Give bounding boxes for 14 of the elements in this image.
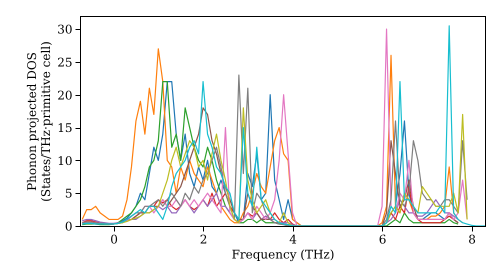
x-tick-label: 8 — [468, 232, 476, 246]
x-tick-label: 2 — [200, 232, 208, 246]
y-tick-label: 0 — [64, 220, 72, 234]
x-axis-title: Frequency (THz) — [232, 248, 334, 262]
y-tick-label: 30 — [57, 22, 72, 37]
y-tick-label: 20 — [57, 88, 72, 102]
y-tick-label: 25 — [57, 55, 72, 70]
x-tick-label: 0 — [110, 232, 118, 246]
y-tick-label: 5 — [64, 186, 72, 201]
x-tick-label: 4 — [289, 232, 298, 246]
y-tick-label: 10 — [57, 154, 72, 168]
x-tick-label: 6 — [378, 232, 386, 246]
y-axis-title: Phonon projected DOS (States/THz·primitive cell) — [25, 41, 54, 202]
y-tick-label: 15 — [57, 121, 72, 136]
